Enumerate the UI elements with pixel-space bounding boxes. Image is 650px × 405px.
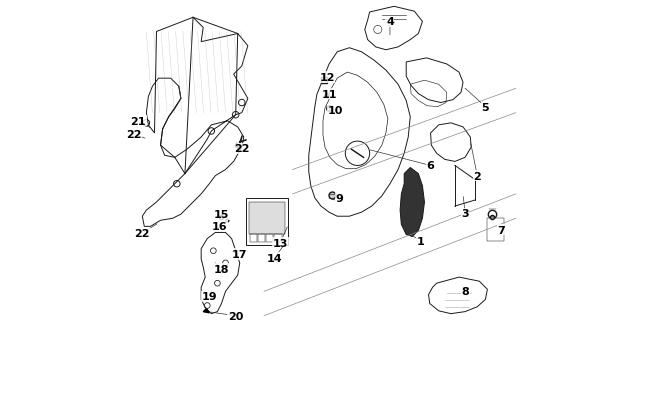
Text: 8: 8	[462, 287, 469, 296]
Text: 22: 22	[234, 144, 250, 154]
Text: 5: 5	[482, 102, 489, 112]
Text: 13: 13	[272, 238, 288, 248]
Text: 17: 17	[232, 249, 248, 259]
Text: 11: 11	[321, 90, 337, 99]
Polygon shape	[235, 144, 239, 149]
Text: 18: 18	[214, 264, 229, 274]
Text: 22: 22	[135, 229, 150, 239]
Bar	[274, 235, 281, 242]
Text: 16: 16	[212, 221, 227, 231]
Bar	[249, 202, 285, 235]
Text: 14: 14	[266, 254, 282, 263]
Bar	[487, 219, 504, 241]
Text: 4: 4	[386, 17, 394, 27]
Text: 15: 15	[214, 210, 229, 220]
Text: 2: 2	[473, 171, 481, 181]
Text: 7: 7	[498, 225, 506, 235]
Text: 20: 20	[228, 311, 243, 321]
Text: 3: 3	[462, 209, 469, 219]
Text: 22: 22	[127, 130, 142, 140]
Text: 9: 9	[335, 194, 343, 203]
Text: 6: 6	[426, 161, 434, 171]
Bar	[246, 198, 289, 245]
Text: 10: 10	[328, 106, 343, 115]
Bar	[250, 235, 257, 242]
Text: 12: 12	[319, 73, 335, 83]
Polygon shape	[400, 168, 424, 237]
Bar	[258, 235, 265, 242]
Text: 1: 1	[417, 236, 424, 246]
Text: 19: 19	[202, 292, 217, 301]
Bar	[266, 235, 274, 242]
Text: 21: 21	[131, 117, 146, 126]
Polygon shape	[203, 309, 209, 313]
